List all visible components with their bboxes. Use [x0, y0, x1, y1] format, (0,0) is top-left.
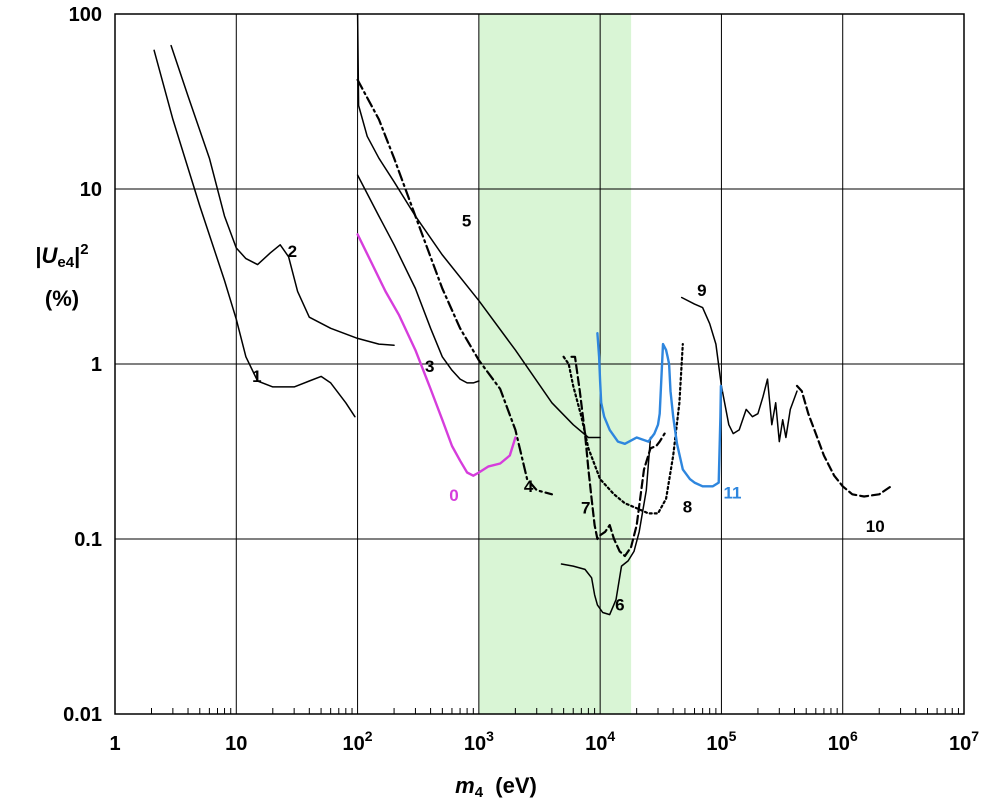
series-0-label: 0 — [449, 486, 458, 505]
series-10-line — [795, 384, 893, 498]
series-8-label: 8 — [683, 497, 692, 516]
x-tick-exponent: 5 — [729, 728, 737, 744]
x-tick-base: 10 — [464, 733, 486, 755]
y-axis-prefix: | — [35, 243, 42, 268]
series-1-line — [153, 49, 356, 418]
y-axis-symbol: U — [41, 243, 58, 268]
x-tick-label: 106 — [828, 728, 858, 755]
series-3-line — [356, 174, 480, 384]
series-4-label: 4 — [524, 477, 534, 496]
y-axis-exponent: 2 — [80, 241, 89, 258]
gridlines — [115, 14, 964, 714]
x-tick-exponent: 7 — [971, 728, 979, 744]
series-1-label: 1 — [252, 367, 261, 386]
x-axis-subscript: 4 — [474, 784, 484, 801]
series-6-line — [560, 436, 652, 616]
x-tick-labels: 1 10 102 103 104 105 106 107 — [109, 728, 979, 755]
x-tick-label: 104 — [585, 728, 615, 755]
series-layer — [153, 13, 893, 616]
x-tick-base: 10 — [585, 733, 607, 755]
series-7-label: 7 — [581, 498, 590, 517]
series-2-label: 2 — [288, 242, 297, 261]
y-tick-label: 0.01 — [63, 704, 102, 726]
x-tick-exponent: 4 — [607, 728, 615, 744]
series-2-line — [170, 44, 395, 346]
x-axis-unit: (eV) — [495, 773, 537, 798]
x-tick-base: 10 — [343, 733, 365, 755]
x-tick-exponent: 6 — [850, 728, 858, 744]
x-tick-base: 10 — [949, 733, 971, 755]
x-tick-label: 10 — [225, 733, 247, 755]
minor-ticks — [151, 708, 959, 714]
series-11-label: 11 — [723, 484, 741, 503]
x-tick-base: 1 — [109, 733, 120, 755]
x-tick-label: 102 — [343, 728, 373, 755]
x-tick-base: 10 — [828, 733, 850, 755]
x-tick-exponent: 2 — [365, 728, 373, 744]
x-axis-label: m4 (eV) — [0, 773, 992, 801]
series-3-label: 3 — [425, 357, 434, 376]
y-axis-suffix: | — [74, 243, 81, 268]
series-8-line — [562, 343, 684, 515]
x-tick-base: 10 — [225, 733, 247, 755]
series-5-label: 5 — [462, 212, 471, 231]
series-10-label: 10 — [866, 517, 885, 536]
series-0-line — [356, 233, 517, 477]
series-9-line — [680, 296, 798, 443]
y-axis-label: |Ue4|2 (%) — [14, 232, 110, 317]
series-7-line — [570, 355, 666, 558]
series-4-line — [356, 78, 553, 496]
y-tick-label: 10 — [80, 179, 102, 201]
x-axis-symbol: m — [455, 773, 475, 798]
y-tick-labels: 0.01 0.1 1 10 100 — [63, 4, 102, 726]
y-tick-label: 1 — [91, 354, 102, 376]
y-tick-label: 0.1 — [74, 529, 102, 551]
x-tick-label: 103 — [464, 728, 494, 755]
y-axis-unit: (%) — [44, 286, 80, 311]
x-tick-base: 10 — [706, 733, 728, 755]
series-9-label: 9 — [697, 281, 706, 300]
x-tick-label: 105 — [706, 728, 736, 755]
series-11-line — [596, 332, 723, 488]
x-tick-exponent: 3 — [486, 728, 494, 744]
series-6-label: 6 — [615, 596, 624, 615]
curve-labels: 1 2 3 4 5 6 7 8 9 10 11 0 — [252, 212, 885, 615]
x-tick-label: 1 — [109, 733, 120, 755]
x-tick-label: 107 — [949, 728, 979, 755]
y-tick-label: 100 — [69, 4, 102, 26]
y-axis-subscript: e4 — [57, 254, 75, 271]
series-5-line — [356, 13, 601, 439]
plot-frame — [114, 13, 965, 715]
